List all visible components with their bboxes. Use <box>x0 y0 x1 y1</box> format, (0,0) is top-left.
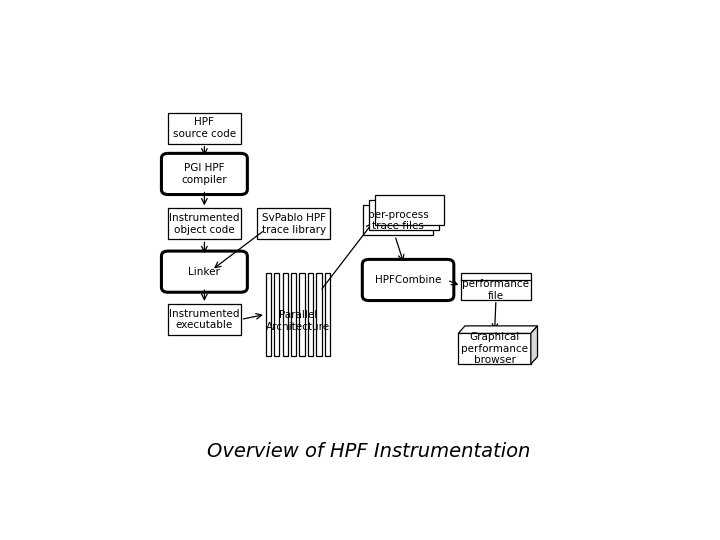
Text: per-process
trace files: per-process trace files <box>368 210 428 231</box>
Bar <box>325 273 330 356</box>
Bar <box>364 205 433 235</box>
Bar <box>300 273 305 356</box>
Bar <box>374 195 444 225</box>
Text: PGI HPF
compiler: PGI HPF compiler <box>181 163 228 185</box>
Bar <box>369 200 438 230</box>
Polygon shape <box>459 326 538 333</box>
Text: performance
file: performance file <box>462 279 529 301</box>
Text: Instrumented
object code: Instrumented object code <box>169 213 240 235</box>
Text: HPF
source code: HPF source code <box>173 117 236 139</box>
Text: Instrumented
executable: Instrumented executable <box>169 309 240 330</box>
Bar <box>283 273 288 356</box>
FancyBboxPatch shape <box>161 153 248 194</box>
Text: SvPablo HPF
trace library: SvPablo HPF trace library <box>261 213 325 235</box>
Bar <box>258 208 330 239</box>
Bar <box>459 333 531 364</box>
Bar <box>461 273 531 300</box>
Bar <box>274 273 279 356</box>
Text: Linker: Linker <box>189 267 220 276</box>
Bar <box>168 304 240 335</box>
FancyBboxPatch shape <box>161 251 248 292</box>
Text: HPFCombine: HPFCombine <box>375 275 441 285</box>
Polygon shape <box>531 326 538 364</box>
Text: Parallel
Architecture: Parallel Architecture <box>266 310 330 332</box>
Bar <box>291 273 296 356</box>
Bar <box>168 208 240 239</box>
Bar <box>266 273 271 356</box>
Text: Graphical
performance
browser: Graphical performance browser <box>461 332 528 366</box>
Text: Overview of HPF Instrumentation: Overview of HPF Instrumentation <box>207 442 531 461</box>
Bar <box>168 113 240 144</box>
Bar <box>316 273 322 356</box>
FancyBboxPatch shape <box>362 259 454 301</box>
Bar <box>308 273 313 356</box>
